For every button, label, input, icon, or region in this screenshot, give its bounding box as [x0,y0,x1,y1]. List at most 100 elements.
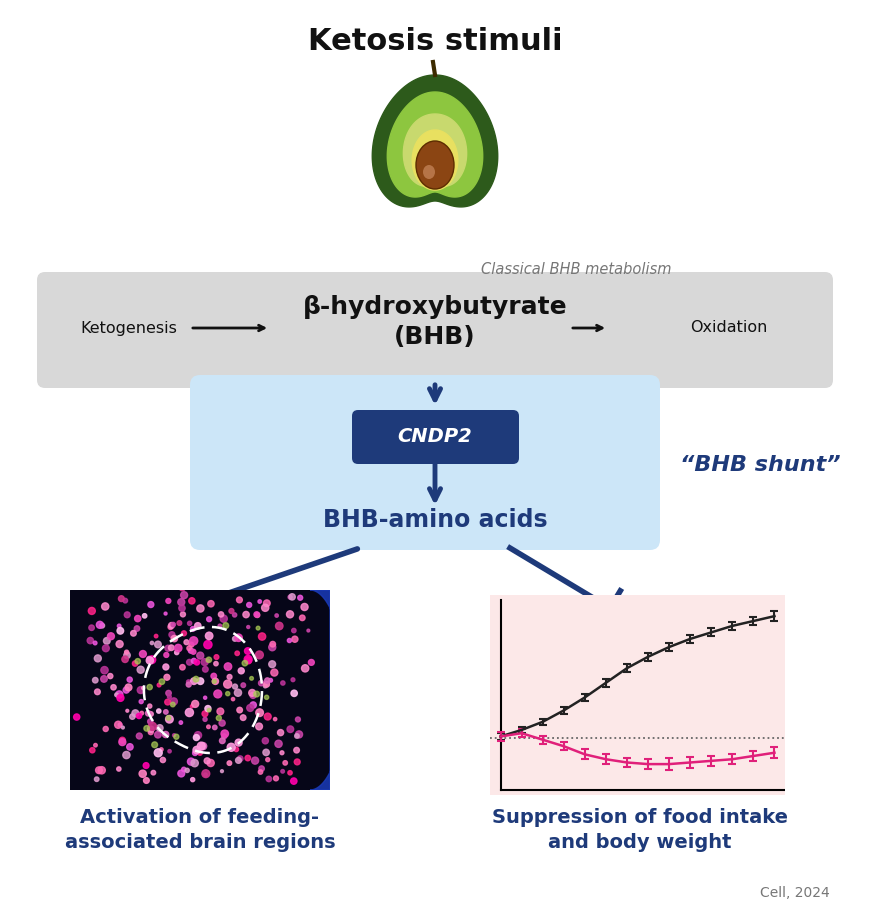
Point [242,598,255,612]
Point [241,652,255,667]
Point [241,619,255,634]
Point [166,697,180,711]
Point [202,629,216,643]
Point [228,608,242,622]
Point [134,662,148,677]
Polygon shape [387,92,482,197]
Point [273,725,287,740]
Text: Suppression of food intake
and body weight: Suppression of food intake and body weig… [492,808,787,852]
Point [163,711,176,726]
Point [169,730,183,744]
Point [221,686,235,701]
Point [198,712,212,727]
Point [160,670,174,684]
Point [151,745,165,760]
Point [241,653,255,668]
Point [156,752,169,767]
Point [130,654,144,669]
Point [113,691,127,705]
Point [290,712,304,727]
Point [229,742,243,757]
Point [286,672,300,687]
Point [106,680,120,694]
Point [172,616,186,630]
Point [159,704,173,719]
Point [70,710,83,724]
Point [201,701,215,716]
Point [236,678,250,692]
Point [145,719,159,733]
Point [251,620,265,635]
Point [241,751,255,765]
Point [221,660,235,674]
Point [265,640,279,654]
Point [215,764,229,779]
Text: Classical BHB metabolism: Classical BHB metabolism [481,262,671,278]
Point [285,589,299,604]
Point [258,679,272,693]
Point [283,722,297,736]
Point [212,711,226,725]
FancyBboxPatch shape [37,272,832,388]
Point [129,621,143,636]
Point [118,593,132,608]
Point [152,678,166,692]
Point [275,676,289,691]
Point [187,633,201,648]
Point [272,619,286,633]
Point [176,763,190,777]
Point [215,716,229,731]
Point [202,612,216,627]
Point [232,702,246,717]
Point [149,629,163,643]
Point [252,719,266,733]
Point [118,652,132,667]
Text: Ketosis stimuli: Ketosis stimuli [308,27,561,56]
Point [171,640,185,655]
Point [282,633,296,648]
Point [243,701,257,715]
Point [163,690,176,704]
Point [207,674,221,689]
FancyBboxPatch shape [189,375,660,550]
Point [136,766,149,781]
Point [197,655,211,670]
Point [224,740,238,754]
Point [189,731,203,745]
Point [258,733,272,748]
Point [260,596,274,610]
Point [214,607,228,621]
Point [232,593,246,608]
Point [231,630,245,645]
Point [187,674,201,689]
Point [246,698,260,712]
Point [292,727,306,742]
Point [126,626,140,640]
Point [255,762,269,776]
Point [193,649,207,663]
Point [119,748,133,763]
Point [258,600,272,615]
Point [186,621,200,636]
Point [132,729,146,743]
Point [275,764,289,779]
Point [246,688,260,702]
Point [226,691,240,706]
Point [162,711,176,725]
Text: Oxidation: Oxidation [689,321,766,335]
Point [289,742,303,757]
Point [165,628,179,642]
Point [182,641,196,656]
Point [97,663,111,678]
Point [216,733,229,748]
Point [187,653,201,668]
Point [245,686,259,701]
Point [207,669,221,683]
Point [250,608,264,622]
Point [297,599,311,614]
Point [202,703,216,718]
Point [103,669,117,683]
Point [188,756,202,771]
FancyBboxPatch shape [352,410,519,464]
Point [261,752,275,767]
